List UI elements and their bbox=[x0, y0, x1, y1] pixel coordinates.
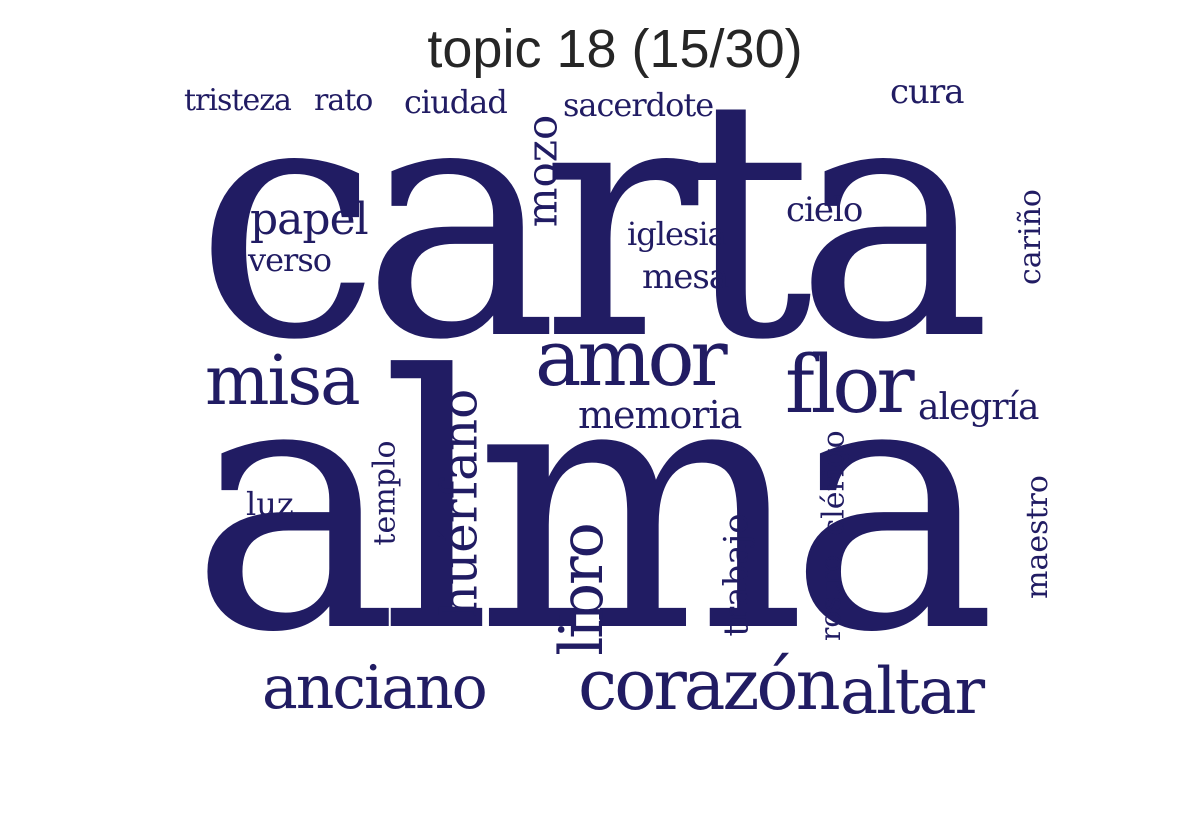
word-corazon: corazón bbox=[578, 644, 841, 726]
word-memoria: memoria bbox=[578, 393, 742, 437]
word-cielo: cielo bbox=[786, 190, 863, 230]
word-verso: verso bbox=[248, 241, 332, 279]
word-mozo: mozo bbox=[517, 114, 567, 228]
word-misa: misa bbox=[205, 342, 361, 421]
word-amor: amor bbox=[535, 314, 728, 404]
word-trabajo: trabajo bbox=[716, 513, 757, 637]
word-flor: flor bbox=[785, 338, 915, 431]
word-huerfano: huérfano bbox=[430, 388, 489, 618]
word-papel: papel bbox=[250, 194, 369, 245]
chart-title: topic 18 (15/30) bbox=[427, 19, 803, 79]
word-carta: carta bbox=[195, 28, 992, 412]
word-altar: altar bbox=[840, 655, 985, 729]
word-alegria: alegría bbox=[918, 387, 1040, 428]
word-sacerdote: sacerdote bbox=[563, 86, 714, 124]
word-carino: cariño bbox=[1013, 188, 1049, 286]
word-luz: luz bbox=[246, 485, 294, 523]
word-cura: cura bbox=[890, 72, 964, 112]
word-iglesia: iglesia bbox=[627, 215, 727, 253]
word-ciudad: ciudad bbox=[404, 83, 508, 121]
word-alma: alma bbox=[190, 301, 997, 709]
word-rato: rato bbox=[314, 83, 373, 118]
word-clerigo: clérigo bbox=[816, 430, 852, 536]
word-mesa: mesa bbox=[642, 257, 729, 297]
word-templo: templo bbox=[367, 440, 403, 546]
word-libro: libro bbox=[546, 524, 617, 656]
word-anciano: anciano bbox=[262, 653, 488, 723]
word-rostro: rostro bbox=[814, 554, 848, 642]
word-tristeza: tristeza bbox=[184, 83, 292, 118]
word-maestro: maestro bbox=[1019, 475, 1055, 599]
